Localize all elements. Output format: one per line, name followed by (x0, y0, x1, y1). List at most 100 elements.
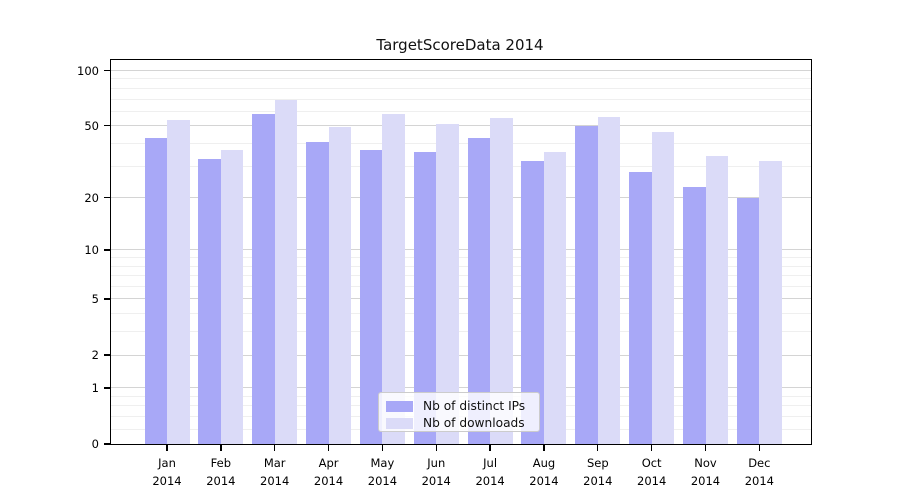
minor-gridline-9 (111, 257, 811, 259)
bar-nb-of-downloads-aug (543, 151, 567, 444)
x-tick-month: Sep (586, 456, 609, 470)
y-tick-label-20: 20 (84, 190, 99, 205)
bar-nb-of-distinct-ips-jul (467, 137, 491, 444)
major-gridline-20 (111, 197, 811, 199)
legend-swatch-distinct-ips-icon (386, 400, 413, 412)
x-tick-month: May (370, 456, 395, 470)
x-tick-jan (166, 445, 168, 452)
y-tick-label-50: 50 (84, 118, 99, 133)
major-gridline-50 (111, 125, 811, 127)
bar-nb-of-distinct-ips-jun (413, 151, 437, 444)
x-tick-year: 2014 (744, 473, 774, 488)
x-tick-year: 2014 (206, 473, 236, 488)
y-tick-50 (103, 125, 110, 127)
major-gridline-100 (111, 70, 811, 71)
x-tick-mar (274, 445, 276, 452)
y-tick-20 (103, 196, 110, 199)
bar-nb-of-distinct-ips-feb (198, 158, 221, 444)
y-tick-label-100: 100 (77, 63, 99, 78)
x-tick-apr (327, 445, 330, 452)
x-tick-label-jan: Jan 2014 (135, 455, 199, 490)
y-tick-5 (103, 298, 110, 300)
bar-nb-of-distinct-ips-may (359, 149, 383, 444)
x-tick-label-aug: Aug 2014 (512, 455, 576, 490)
minor-gridline-60 (111, 110, 811, 112)
bar-nb-of-distinct-ips-aug (521, 161, 544, 444)
legend-label-downloads: Nb of downloads (423, 416, 525, 430)
x-tick-month: Mar (263, 456, 286, 470)
x-tick-month: Oct (641, 456, 662, 470)
x-tick-month: Aug (532, 456, 556, 470)
x-tick-nov (704, 445, 707, 452)
x-tick-month: Apr (318, 456, 339, 470)
x-tick-month: Nov (694, 456, 717, 470)
x-tick-sep (597, 445, 599, 452)
x-tick-year: 2014 (583, 473, 613, 488)
minor-gridline-4 (111, 313, 811, 315)
x-tick-year: 2014 (367, 473, 398, 488)
legend-entry-downloads: Nb of downloads (386, 416, 532, 431)
x-tick-label-sep: Sep 2014 (566, 455, 630, 490)
x-tick-label-jun: Jun 2014 (404, 455, 468, 490)
bar-nb-of-distinct-ips-mar (252, 114, 275, 444)
y-tick-label-1: 1 (91, 380, 99, 395)
bar-nb-of-downloads-jul (490, 118, 513, 444)
x-tick-year: 2014 (637, 473, 667, 488)
x-tick-label-nov: Nov 2014 (674, 455, 738, 490)
bar-nb-of-downloads-feb (220, 149, 244, 444)
y-tick-label-10: 10 (84, 242, 99, 257)
y-tick-label-5: 5 (91, 291, 99, 306)
legend-swatch-downloads-icon (386, 417, 413, 429)
bar-nb-of-downloads-apr (328, 127, 352, 444)
x-tick-month: Dec (748, 456, 771, 470)
x-tick-month: Jul (483, 456, 498, 470)
minor-gridline-6 (111, 286, 811, 288)
major-gridline-10 (111, 249, 811, 251)
x-tick-year: 2014 (152, 473, 182, 488)
x-tick-year: 2014 (313, 473, 344, 488)
bar-nb-of-downloads-nov (705, 156, 728, 444)
bar-nb-of-downloads-may (382, 114, 405, 444)
x-tick-month: Jan (158, 456, 176, 470)
x-tick-aug (543, 445, 545, 452)
y-tick-10 (103, 249, 110, 251)
plot-area: 0 1 2 5 10 20 50 100 Jan 2014 Feb 2014 Mar 2014 Apr 201… (77, 59, 812, 488)
x-tick-jul (489, 445, 491, 452)
major-gridline-1 (111, 387, 811, 389)
x-tick-label-feb: Feb 2014 (189, 455, 253, 490)
x-tick-year: 2014 (421, 473, 451, 488)
minor-gridline-8 (111, 265, 811, 267)
x-tick-label-may: May 2014 (350, 455, 414, 490)
bar-nb-of-downloads-dec (759, 161, 782, 444)
major-gridline-5 (111, 298, 811, 300)
x-tick-oct (650, 445, 653, 452)
bar-nb-of-downloads-oct (651, 132, 675, 444)
x-tick-label-apr: Apr 2014 (297, 455, 361, 490)
bar-nb-of-distinct-ips-oct (629, 171, 652, 444)
bar-nb-of-downloads-sep (597, 116, 621, 444)
x-tick-label-oct: Oct 2014 (620, 455, 684, 490)
x-tick-label-dec: Dec 2014 (727, 455, 791, 490)
x-tick-jun (435, 445, 437, 452)
minor-gridline-40 (111, 142, 811, 144)
y-tick-2 (103, 354, 110, 356)
bar-nb-of-downloads-mar (274, 100, 298, 444)
x-tick-dec (758, 445, 761, 452)
x-tick-may (381, 445, 384, 452)
y-tick-100 (103, 69, 110, 72)
minor-gridline-7 (111, 275, 811, 277)
minor-gridline-80 (111, 87, 811, 89)
x-tick-year: 2014 (529, 473, 559, 488)
minor-gridline-3 (111, 331, 811, 333)
major-gridline-2 (111, 354, 811, 356)
y-tick-label-0: 0 (91, 437, 99, 451)
x-tick-month: Feb (210, 456, 232, 470)
bar-nb-of-downloads-jan (167, 119, 190, 444)
bar-nb-of-distinct-ips-dec (736, 197, 760, 444)
minor-gridline-30 (111, 165, 811, 167)
legend-entry-distinct-ips: Nb of distinct IPs (386, 399, 532, 414)
x-tick-year: 2014 (475, 473, 505, 488)
chart-title: TargetScoreData 2014 (376, 36, 544, 54)
legend-label-distinct-ips: Nb of distinct IPs (423, 399, 526, 413)
